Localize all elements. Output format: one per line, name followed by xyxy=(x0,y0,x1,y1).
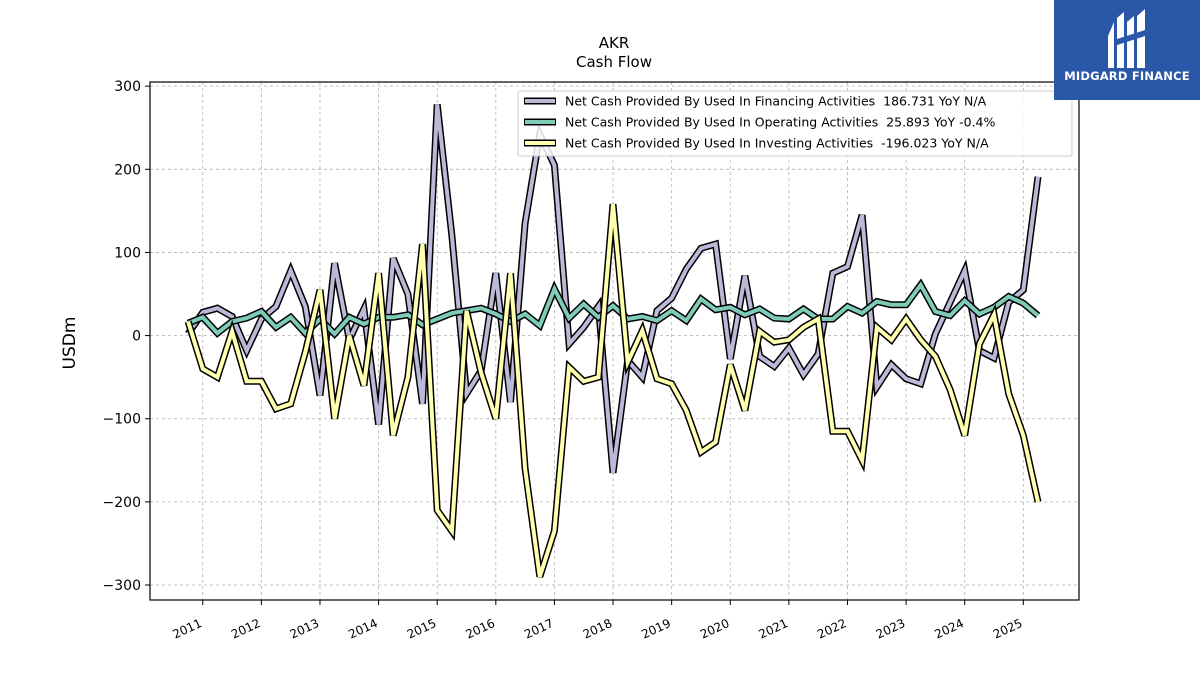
legend-box xyxy=(517,90,1073,157)
y-tick-label: −100 xyxy=(103,412,141,428)
x-tick-label: 2014 xyxy=(346,616,380,642)
y-axis-label: USDm xyxy=(60,317,80,370)
chart-subtitle: Cash Flow xyxy=(576,53,652,71)
y-tick-label: 0 xyxy=(132,329,141,345)
midgard-finance-logo: MIDGARD FINANCE xyxy=(1054,0,1200,100)
x-tick-label: 2022 xyxy=(815,616,849,642)
x-tick-label: 2020 xyxy=(698,616,732,642)
legend-entry: Net Cash Provided By Used In Investing A… xyxy=(565,136,989,151)
x-tick-label: 2019 xyxy=(639,616,673,642)
series-line xyxy=(187,281,1040,337)
legend-entry: Net Cash Provided By Used In Financing A… xyxy=(565,94,987,109)
chart-title: AKR xyxy=(599,34,630,52)
x-tick-label: 2015 xyxy=(405,616,439,642)
legend: Net Cash Provided By Used In Financing A… xyxy=(517,90,1073,157)
x-tick-label: 2011 xyxy=(170,616,204,642)
x-tick-label: 2013 xyxy=(288,616,322,642)
x-tick-label: 2024 xyxy=(932,616,966,642)
x-tick-label: 2012 xyxy=(229,616,263,642)
grid xyxy=(150,82,1079,600)
series-line xyxy=(186,104,1040,474)
y-tick-label: −200 xyxy=(103,495,141,511)
x-tick-label: 2018 xyxy=(581,616,615,642)
y-ticks: 300 200 100 0 −100 −200 −300 xyxy=(103,79,150,594)
series-line xyxy=(186,204,1040,578)
y-tick-label: −300 xyxy=(103,578,141,594)
x-ticks: 2011 2012 2013 2014 2015 2016 2017 2018 2019 2020… xyxy=(170,600,1025,642)
x-tick-label: 2021 xyxy=(757,616,791,642)
x-tick-label: 2023 xyxy=(874,616,908,642)
series-layer xyxy=(184,104,1042,578)
legend-entry: Net Cash Provided By Used In Operating A… xyxy=(565,115,996,130)
x-tick-label: 2016 xyxy=(463,616,497,642)
y-tick-label: 200 xyxy=(114,162,141,178)
midgard-logo-mark-icon xyxy=(1108,9,1145,68)
y-tick-label: 100 xyxy=(114,245,141,261)
y-tick-label: 300 xyxy=(114,79,141,95)
midgard-logo-wordmark: MIDGARD FINANCE xyxy=(1064,69,1190,83)
x-tick-label: 2025 xyxy=(991,616,1025,642)
plot-frame xyxy=(149,81,1080,601)
x-tick-label: 2017 xyxy=(522,616,556,642)
